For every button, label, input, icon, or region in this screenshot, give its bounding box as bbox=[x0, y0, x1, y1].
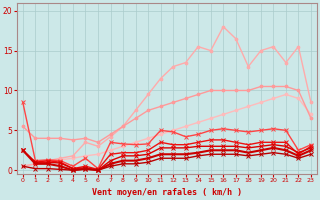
X-axis label: Vent moyen/en rafales ( km/h ): Vent moyen/en rafales ( km/h ) bbox=[92, 188, 242, 197]
